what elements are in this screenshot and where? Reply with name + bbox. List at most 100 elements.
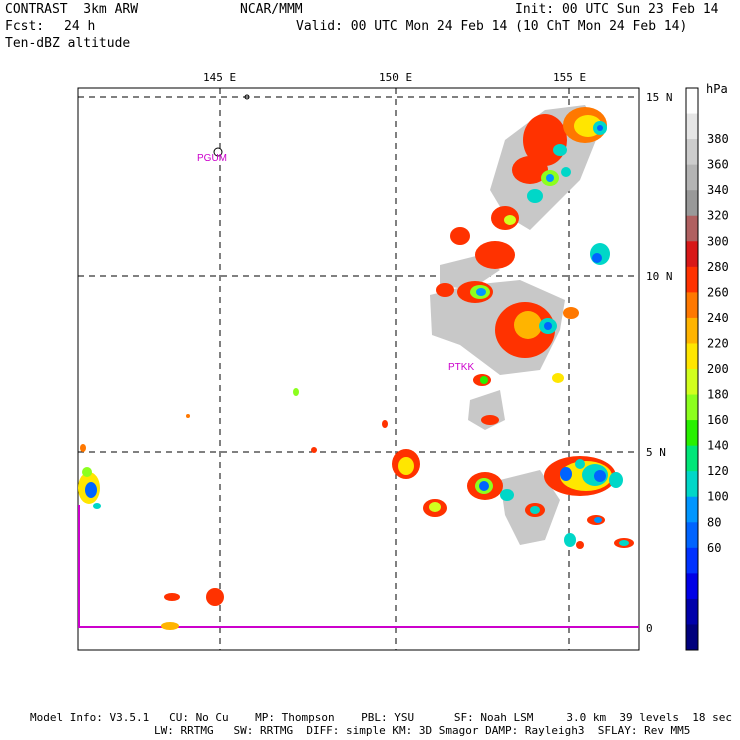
echo-cell <box>597 125 603 131</box>
legend-swatch <box>686 445 698 472</box>
echo-cell <box>530 506 540 514</box>
echo-cell <box>186 414 190 418</box>
echo-cell <box>609 472 623 488</box>
echo-cell <box>527 189 543 203</box>
echo-cell <box>576 541 584 549</box>
echo-cell <box>436 283 454 297</box>
echo-cell <box>546 174 554 182</box>
legend-level: 300 <box>707 234 729 248</box>
legend-swatch <box>686 241 698 268</box>
legend-level: 240 <box>707 311 729 325</box>
legend-level: 120 <box>707 464 729 478</box>
station-pgum: PGUM <box>197 153 227 164</box>
echo-cell <box>563 307 579 319</box>
legend-swatch <box>686 343 698 370</box>
echo-cell <box>429 502 441 512</box>
legend-swatch <box>686 266 698 293</box>
echo-cell <box>481 415 499 425</box>
lat-label: 5 N <box>646 446 666 459</box>
lat-label: 10 N <box>646 270 673 283</box>
legend-level: 200 <box>707 362 729 376</box>
latitude-labels: 15 N 10 N 5 N 0 <box>646 91 673 635</box>
echo-cell <box>544 322 552 330</box>
station-ptkk: PTKK <box>448 362 474 373</box>
lon-label: 155 E <box>553 71 586 84</box>
echo-cell <box>398 457 414 475</box>
legend-swatch <box>686 164 698 191</box>
echo-cell <box>592 253 602 263</box>
lat-label: 0 <box>646 622 653 635</box>
legend-swatch <box>686 369 698 396</box>
echo-cell <box>553 144 567 156</box>
legend-level: 80 <box>707 515 721 529</box>
echo-cell <box>311 447 317 453</box>
echo-cell <box>85 482 97 498</box>
legend-swatch <box>686 420 698 447</box>
legend-swatch <box>686 113 698 140</box>
echo-cell <box>500 489 514 501</box>
echo-cell <box>479 481 489 491</box>
color-legend: 380 360 340 320 300 280 260 240 220 200 180 160 140 1… <box>685 87 729 651</box>
echo-cell <box>561 167 571 177</box>
legend-swatch <box>686 471 698 498</box>
lon-label: 145 E <box>203 71 236 84</box>
echo-cell <box>382 420 388 428</box>
echo-cell <box>80 444 86 452</box>
model-title: CONTRAST 3km ARW <box>5 2 139 17</box>
legend-swatch <box>686 88 698 115</box>
guam-island <box>213 147 223 157</box>
legend-level: 160 <box>707 413 729 427</box>
forecast-label: Fcst: <box>5 19 45 34</box>
model-info-line-1: Model Info: V3.5.1 CU: No Cu MP: Thompso… <box>30 711 732 724</box>
legend-level: 180 <box>707 388 729 402</box>
echo-cell <box>480 376 488 384</box>
echo-cell <box>564 533 576 547</box>
legend-swatch <box>686 573 698 600</box>
legend-level: 380 <box>707 132 729 146</box>
legend-swatch <box>686 624 698 651</box>
echo-cell <box>475 241 515 269</box>
center-name: NCAR/MMM <box>240 2 303 17</box>
echo-cell <box>164 593 180 601</box>
echo-cell <box>594 517 602 523</box>
echo-cell <box>504 215 516 225</box>
echo-cell <box>552 373 564 383</box>
legend-level: 100 <box>707 490 729 504</box>
init-time: Init: 00 UTC Sun 23 Feb 14 <box>515 2 719 17</box>
legend-level: 280 <box>707 260 729 274</box>
legend-swatch <box>686 598 698 625</box>
longitude-labels: 145 E 150 E 155 E <box>203 71 586 84</box>
echo-cell <box>575 459 585 469</box>
echo-cell <box>514 311 542 339</box>
legend-swatch <box>686 190 698 217</box>
legend-level: 320 <box>707 209 729 223</box>
valid-time: Valid: 00 UTC Mon 24 Feb 14 (10 ChT Mon … <box>296 19 688 34</box>
legend-swatch <box>686 139 698 166</box>
lat-label: 15 N <box>646 91 673 104</box>
echo-cell <box>619 540 629 546</box>
island-marker <box>244 94 250 100</box>
echo-cells <box>78 107 634 630</box>
echo-cell <box>93 503 101 509</box>
echo-cell <box>476 288 486 296</box>
legend-level: 260 <box>707 285 729 299</box>
lon-label: 150 E <box>379 71 412 84</box>
echo-cell <box>293 388 299 396</box>
echo-cell <box>594 470 606 482</box>
echo-cell <box>82 467 92 477</box>
legend-swatch <box>686 522 698 549</box>
echo-cell <box>161 622 179 630</box>
legend-level: 60 <box>707 541 721 555</box>
legend-swatch <box>686 292 698 319</box>
legend-swatch <box>686 547 698 574</box>
field-name: Ten-dBZ altitude <box>5 36 131 51</box>
model-info-line-2: LW: RRTMG SW: RRTMG DIFF: simple KM: 3D … <box>154 724 691 737</box>
legend-swatch <box>686 317 698 344</box>
legend-swatch <box>686 496 698 523</box>
echo-cell <box>512 156 548 184</box>
legend-unit: hPa <box>706 82 728 96</box>
forecast-hours: 24 h <box>64 19 96 34</box>
echo-cell <box>560 467 572 481</box>
legend-swatch <box>686 394 698 421</box>
